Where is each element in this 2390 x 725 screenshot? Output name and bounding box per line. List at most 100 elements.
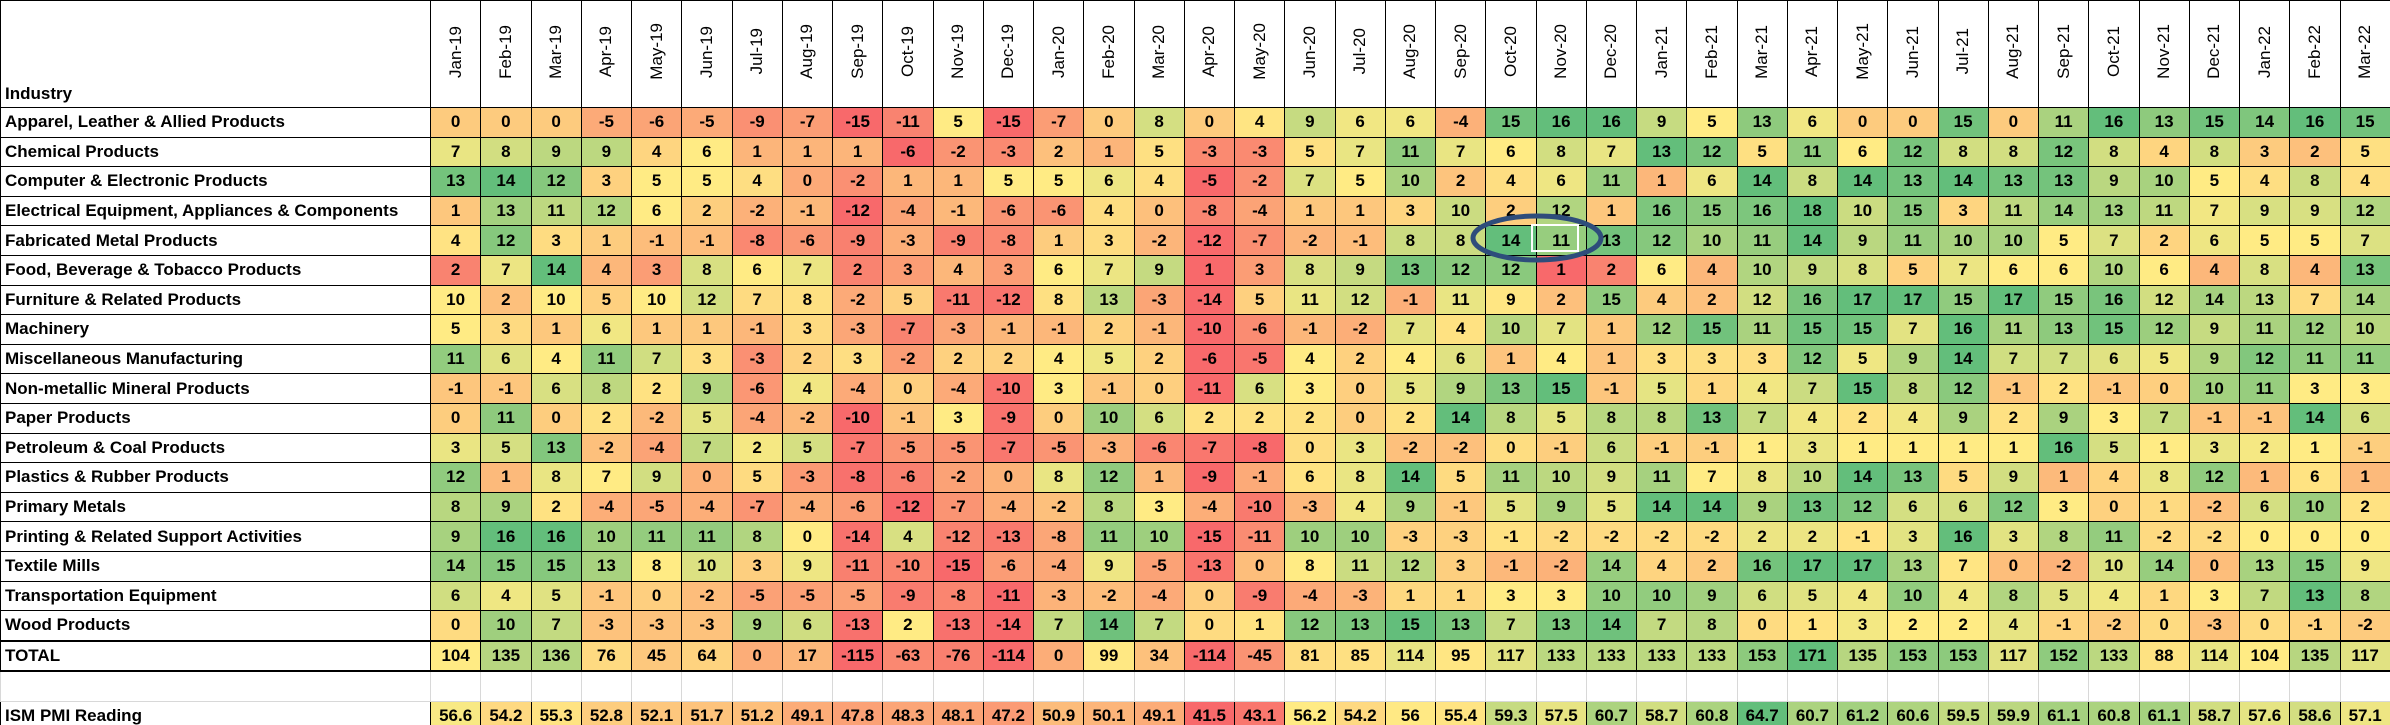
value-cell: 0 <box>429 610 482 642</box>
value-cell: 5 <box>1937 462 1989 493</box>
value-cell: 1 <box>630 314 683 345</box>
value-cell: 16 <box>1786 284 1839 316</box>
table-row: Machinery 5 3 1 6 1 1 -1 3 -3 -7 -3 -1 -1 2 -1 -10 -6 -1 -2… <box>0 314 2390 345</box>
value-cell: 9 <box>1887 343 1939 375</box>
value-cell: 15 <box>1836 373 1889 404</box>
value-cell: 11 <box>2088 521 2140 552</box>
value-cell: 8 <box>1635 402 1688 434</box>
value-cell: 9 <box>1384 491 1437 523</box>
month-header: Jul-21 <box>1937 0 1989 108</box>
value-cell: 12 <box>2289 314 2341 345</box>
value-cell: 50.9 <box>1032 700 1085 725</box>
value-cell: 9 <box>580 136 633 168</box>
table-row: Computer & Electronic Products 13 14 12 3 5 5 4… <box>0 166 2390 197</box>
value-cell: 8 <box>480 136 532 168</box>
value-cell: 0 <box>429 107 482 138</box>
value-cell: 1 <box>2289 432 2341 464</box>
value-cell: 12 <box>2188 462 2241 493</box>
value-cell: -1 <box>982 314 1035 345</box>
value-cell: 0 <box>781 521 834 552</box>
value-cell: 9 <box>630 462 683 493</box>
value-cell: 15 <box>2188 107 2241 138</box>
value-cell: 13 <box>1686 402 1738 434</box>
value-cell: 0 <box>1183 580 1236 612</box>
value-cell: -2 <box>781 402 834 434</box>
value-cell: 8 <box>630 550 683 582</box>
value-cell: -3 <box>1233 136 1286 168</box>
value-cell: 15 <box>1686 314 1738 345</box>
value-cell: 5 <box>1334 166 1386 197</box>
value-cell: -2 <box>2188 521 2241 552</box>
value-cell: -12 <box>1183 225 1236 256</box>
value-cell: 12 <box>1083 462 1135 493</box>
value-cell: 6 <box>681 136 733 168</box>
value-cell: 11 <box>1535 225 1587 256</box>
value-cell: 4 <box>1083 195 1135 227</box>
value-cell: 16 <box>2088 107 2140 138</box>
value-cell: 13 <box>1887 166 1939 197</box>
value-cell: -1 <box>1434 491 1487 523</box>
table-row: Transportation Equipment 6 4 5 -1 0 -2 -5 -5 -5 -9… <box>0 580 2390 612</box>
month-label: Jan-20 <box>1048 25 1068 78</box>
value-cell: 1 <box>429 195 482 227</box>
value-cell: -1 <box>480 373 532 404</box>
empty-cell <box>1284 670 1336 702</box>
value-cell: 15 <box>1384 610 1437 642</box>
value-cell: 6 <box>480 343 532 375</box>
value-cell: 8 <box>2037 521 2090 552</box>
value-cell: 13 <box>1485 373 1537 404</box>
value-cell: 99 <box>1083 639 1135 673</box>
value-cell: 16 <box>530 521 582 552</box>
month-label: Feb-20 <box>1098 24 1118 79</box>
value-cell: 13 <box>2238 550 2291 582</box>
value-cell: -14 <box>1183 284 1236 316</box>
value-cell: 3 <box>1736 343 1788 375</box>
value-cell: 11 <box>1786 136 1839 168</box>
value-cell: -5 <box>1233 343 1286 375</box>
table-row: Textile Mills 14 15 15 13 8 10 3 9 -11 -10 -15 -6 -4 9… <box>0 550 2390 582</box>
empty-cell <box>630 670 683 702</box>
value-cell: 7 <box>1384 314 1437 345</box>
value-cell: -1 <box>1334 225 1386 256</box>
table-row: Paper Products 0 11 0 2 -2 5 -4 -2 -10 -1 3 -9 0 10 6 2 2… <box>0 402 2390 434</box>
month-header: Jan-20 <box>1032 0 1085 108</box>
value-cell: 59.3 <box>1485 700 1537 725</box>
value-cell: 1 <box>2138 491 2190 523</box>
value-cell: 117 <box>2339 639 2390 673</box>
value-cell: 4 <box>2339 166 2390 197</box>
value-cell: -1 <box>2037 610 2090 642</box>
empty-cell <box>480 670 532 702</box>
value-cell: 3 <box>1635 343 1688 375</box>
value-cell: 6 <box>1635 254 1688 286</box>
value-cell: 11 <box>1284 284 1336 316</box>
value-cell: 4 <box>1384 343 1437 375</box>
value-cell: 1 <box>1284 195 1336 227</box>
value-cell: 8 <box>1836 254 1889 286</box>
value-cell: 12 <box>1284 610 1336 642</box>
value-cell: -114 <box>982 639 1035 673</box>
value-cell: 6 <box>1987 254 2040 286</box>
month-header: Mar-21 <box>1736 0 1788 108</box>
value-cell: 8 <box>1083 491 1135 523</box>
value-cell: 3 <box>580 166 633 197</box>
row-label: ISM PMI Reading <box>0 700 431 725</box>
value-cell: 0 <box>1183 610 1236 642</box>
month-label: May-20 <box>1249 23 1269 80</box>
value-cell: 4 <box>429 225 482 256</box>
value-cell: 61.1 <box>2037 700 2090 725</box>
value-cell: 0 <box>2188 550 2241 582</box>
empty-cell <box>2238 670 2291 702</box>
value-cell: -2 <box>932 136 984 168</box>
value-cell: 9 <box>1585 462 1638 493</box>
empty-cell <box>681 670 733 702</box>
value-cell: -1 <box>731 314 783 345</box>
value-cell: 16 <box>2037 432 2090 464</box>
value-cell: 17 <box>1836 550 1889 582</box>
value-cell: 5 <box>1233 284 1286 316</box>
value-cell: 11 <box>2238 373 2291 404</box>
value-cell: 13 <box>580 550 633 582</box>
empty-cell <box>831 670 884 702</box>
value-cell: 8 <box>1284 254 1336 286</box>
value-cell: 10 <box>1635 580 1688 612</box>
value-cell: 13 <box>2238 284 2291 316</box>
